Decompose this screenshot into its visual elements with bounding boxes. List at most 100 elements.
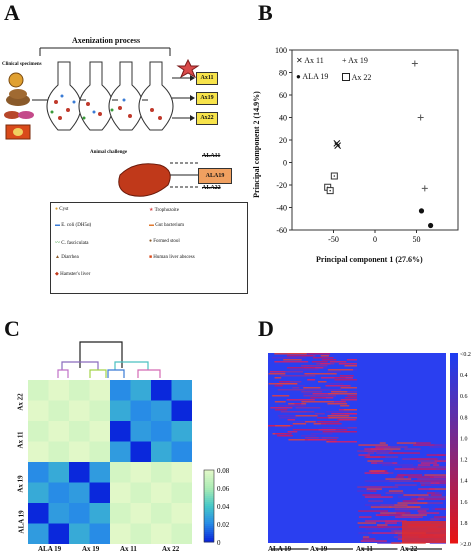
gene-stripe [329,361,347,363]
gene-colorbar-segment [450,520,458,525]
gene-stripe [397,538,405,540]
colorbar-segment [204,512,214,515]
gene-stripe [360,540,387,542]
gene-colorbar-segment [450,406,458,411]
heatmap-cell [110,441,131,462]
gene-stripe [340,405,350,407]
gene-stripe [347,427,357,429]
gene-stripe [307,379,316,381]
y-tick-label: -60 [276,226,287,235]
gene-stripe [289,369,319,371]
heatmap-cell [151,400,172,421]
heatmap-cell [130,421,151,442]
gene-colorbar-segment [450,383,458,388]
pca-x-label: Principal component 1 (27.6%) [316,255,423,264]
colorbar-frame [203,469,215,543]
gene-colorbar-segment [450,508,458,514]
gene-colorbar-segment [450,535,458,540]
panel-label-a: A [4,0,20,25]
gene-stripe [410,458,438,460]
gene-stripe [379,442,386,444]
heatmap-cell [151,503,172,524]
heatmap-cell [130,441,151,462]
gene-colorbar-segment [450,394,458,400]
gene-colorbar-segment [450,474,458,479]
gene-colorbar-segment [450,505,458,510]
heatmap-cell [171,462,192,483]
gene-stripe [417,510,427,512]
gene-stripe [366,490,377,492]
gene-colorbar-tick-label: 1.8 [460,521,468,527]
colorbar-tick-label: 0.08 [217,467,230,475]
colorbar-segment [204,516,214,519]
gene-stripe [402,504,414,506]
gene-stripe [279,417,297,419]
heatmap-cell [151,421,172,442]
gene-stripe [275,425,291,427]
gene-stripe [362,536,370,538]
gene-stripe [294,403,302,405]
heatmap-cell [171,523,192,544]
animal-challenge-label: Animal challenge [90,150,128,155]
gene-stripe [357,450,393,452]
gene-colorbar-segment [450,391,458,396]
pca-y-label: Principal component 2 (14.9%) [251,91,261,198]
gene-stripe [384,472,394,474]
heatmap-cell [89,441,110,462]
gene-stripe [366,488,382,490]
gene-stripe [413,444,443,446]
heatmap-cell [69,462,90,483]
heatmap-cell [151,523,172,544]
gene-colorbar: <0.2 0.4 0.6 0.8 1.0 1.2 1.4 1.6 1.8 >2.0 [450,352,471,548]
circle-marker-icon: ● [296,72,301,81]
gene-stripe [417,498,425,500]
liver-icon: ◆ [55,272,59,277]
gene-stripe [280,375,308,377]
gene-colorbar-segment [450,486,458,491]
colorbar-segment [204,492,214,495]
gene-stripe [388,452,420,454]
gene-stripe [288,439,313,441]
gene-stripe [404,448,421,450]
colorbar-segment [204,470,214,473]
heatmap-cell [171,421,192,442]
gene-colorbar-segment [450,455,458,460]
gene-stripe [277,389,311,391]
colorbar-tick-label: 0 [217,539,221,547]
ecoli-icon: ▬ [55,223,60,228]
gene-stripe [375,446,391,448]
gene-stripe [401,466,417,468]
gene-stripe [418,512,440,514]
gene-stripe [327,369,354,371]
gene-stripe [274,401,286,403]
point-ax22-dot [333,175,336,177]
gene-stripe [394,508,429,510]
gene-stripe [278,405,307,407]
gene-colorbar-segment [450,459,458,464]
gene-stripe [325,411,350,413]
gene-stripe [277,415,296,417]
gene-stripe [339,419,356,421]
pca-plot-frame [291,49,459,231]
gene-colorbar-segment [450,444,458,449]
gene-stripe [430,518,440,520]
gene-stripe [417,466,446,468]
colorbar-segment [204,506,214,509]
gene-colorbar-segment [450,512,458,517]
y-tick-label: -20 [276,181,287,190]
colorbar-segment [204,500,214,503]
gene-colorbar-segment [450,482,458,487]
gene-stripe [320,363,331,365]
heatmap-cell [171,400,192,421]
gene-stripe [305,375,316,377]
point-ax19 [421,185,428,192]
gene-colorbar-segment [450,463,458,468]
gene-colorbar-tick-label: 0.4 [460,373,468,379]
heatmap-cell [110,380,131,401]
heatmap-cell [69,482,90,503]
gene-stripe [362,494,382,496]
point-ala19 [418,208,425,214]
colorbar-segment [204,536,214,539]
abscess-icon: ■ [149,255,153,260]
y-tick-label: 40 [279,114,287,123]
